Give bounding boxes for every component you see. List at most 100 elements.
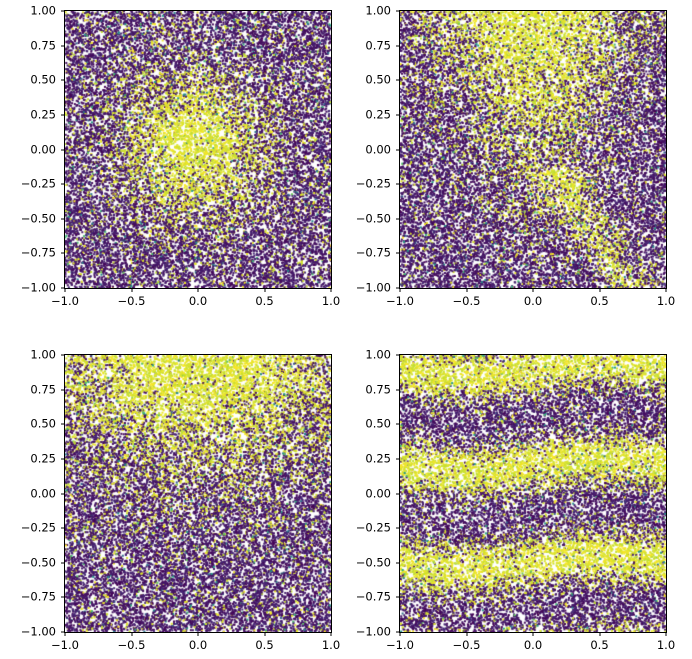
subplot-bottom-right: 1.00 0.75 0.50 0.25 0.00 −0.25 −0.50 −0.75 −1.0 0…	[356, 349, 675, 651]
y-tick-label: 0.50	[30, 72, 56, 87]
scatter-canvas-top-right	[400, 11, 666, 288]
y-tick-label: 0.50	[30, 416, 56, 431]
y-tick-mark	[396, 354, 400, 356]
y-tick-mark	[61, 562, 65, 564]
y-tick-label: −0.75	[355, 589, 391, 604]
y-tick-mark	[61, 10, 65, 12]
y-tick-label: 0.00	[30, 141, 56, 156]
x-tick-mark	[264, 288, 265, 292]
y-tick-label: 0.00	[365, 485, 391, 500]
y-tick-label: −0.50	[355, 211, 391, 225]
y-tick-mark	[396, 79, 400, 81]
x-tick-label: 0.5	[590, 638, 609, 652]
y-tick-mark	[61, 218, 65, 220]
x-tick-label: 0.5	[255, 294, 274, 308]
scatter-canvas-bottom-right	[400, 355, 666, 632]
y-tick-mark	[396, 596, 400, 598]
x-tick-mark	[399, 288, 401, 292]
y-tick-mark	[61, 287, 65, 289]
x-tick-label: 0.0	[188, 294, 208, 308]
y-tick-mark	[61, 389, 65, 391]
y-tick-mark	[61, 527, 65, 529]
x-tick-mark	[330, 288, 332, 292]
x-tick-label: −1.0	[386, 638, 414, 652]
y-tick-mark	[61, 183, 65, 185]
y-tick-mark	[61, 149, 65, 150]
x-tick-label: 0.5	[255, 638, 274, 652]
x-tick-mark	[599, 288, 600, 292]
y-tick-label: −0.25	[355, 176, 391, 191]
y-tick-mark	[396, 252, 400, 254]
x-tick-label: −0.5	[117, 294, 146, 308]
x-tick-mark	[665, 632, 667, 636]
y-tick-label: −1.00	[355, 280, 391, 295]
x-tick-mark	[131, 288, 132, 292]
y-tick-label: −0.50	[355, 555, 391, 569]
y-tick-mark	[61, 114, 65, 116]
y-tick-label: 0.25	[365, 107, 391, 122]
y-tick-label: 0.75	[365, 37, 391, 52]
x-tick-mark	[64, 632, 66, 636]
y-tick-mark	[61, 631, 65, 633]
y-tick-mark	[396, 114, 400, 116]
y-tick-label: 0.25	[30, 107, 56, 122]
x-tick-label: 1.0	[321, 294, 341, 308]
y-tick-mark	[396, 10, 400, 12]
y-tick-mark	[61, 79, 65, 81]
y-tick-label: 0.50	[365, 416, 391, 431]
y-tick-label: 0.25	[365, 451, 391, 466]
subplot-top-right: 1.00 0.75 0.50 0.25 0.00 −0.25 −0.50 −0.75 −1.00…	[356, 5, 675, 307]
x-tick-label: 0.0	[523, 294, 543, 308]
y-tick-label: 0.75	[30, 381, 56, 396]
y-tick-label: 0.75	[30, 37, 56, 52]
y-tick-mark	[396, 149, 400, 150]
x-tick-mark	[665, 288, 667, 292]
x-tick-label: −1.0	[51, 638, 79, 652]
x-tick-label: 1.0	[321, 638, 341, 652]
y-tick-mark	[396, 458, 400, 460]
y-tick-label: −0.25	[355, 520, 391, 535]
y-tick-mark	[396, 45, 400, 47]
y-tick-mark	[61, 252, 65, 254]
x-tick-mark	[330, 632, 332, 636]
y-tick-mark	[396, 562, 400, 564]
scatter-canvas-top-left	[65, 11, 331, 288]
x-tick-label: 1.0	[656, 638, 676, 652]
subplot-top-left: 1.00 0.75 0.50 0.25 0.00 −0.25 −0.50 −0.75 −1.00…	[21, 5, 340, 307]
y-tick-label: 0.75	[365, 381, 391, 396]
subplot-bottom-left: 1.00 0.75 0.50 0.25 0.00 −0.25 −0.50 −0.75 −1.00…	[21, 349, 340, 651]
y-tick-mark	[61, 596, 65, 598]
y-tick-mark	[396, 218, 400, 220]
x-tick-mark	[532, 288, 534, 292]
y-tick-label: 1.00	[30, 3, 56, 18]
x-tick-mark	[64, 288, 66, 292]
y-tick-mark	[396, 183, 400, 185]
x-tick-mark	[532, 632, 534, 636]
y-tick-label: −0.25	[20, 176, 56, 191]
y-tick-label: 0.25	[30, 451, 56, 466]
x-tick-mark	[131, 632, 132, 636]
y-tick-label: 0.50	[365, 72, 391, 87]
x-tick-mark	[197, 288, 199, 292]
y-tick-label: −1.00	[20, 624, 56, 639]
y-tick-label: −0.50	[20, 555, 56, 569]
x-tick-mark	[466, 632, 467, 636]
x-tick-mark	[264, 632, 265, 636]
y-tick-mark	[61, 45, 65, 47]
y-tick-mark	[396, 423, 400, 425]
y-tick-label: 1.00	[365, 347, 391, 362]
x-tick-label: 0.0	[188, 638, 208, 652]
y-tick-label: 0.00	[365, 141, 391, 156]
x-tick-label: −1.0	[51, 294, 79, 308]
y-tick-label: −0.75	[355, 245, 391, 260]
y-tick-label: −1.00	[20, 280, 56, 295]
x-tick-mark	[197, 632, 199, 636]
y-tick-label: 0.00	[30, 485, 56, 500]
x-tick-mark	[399, 632, 401, 636]
y-tick-mark	[396, 287, 400, 289]
x-tick-label: −1.0	[386, 294, 414, 308]
y-tick-mark	[396, 527, 400, 529]
x-tick-label: −0.5	[117, 638, 146, 652]
y-tick-mark	[396, 389, 400, 391]
